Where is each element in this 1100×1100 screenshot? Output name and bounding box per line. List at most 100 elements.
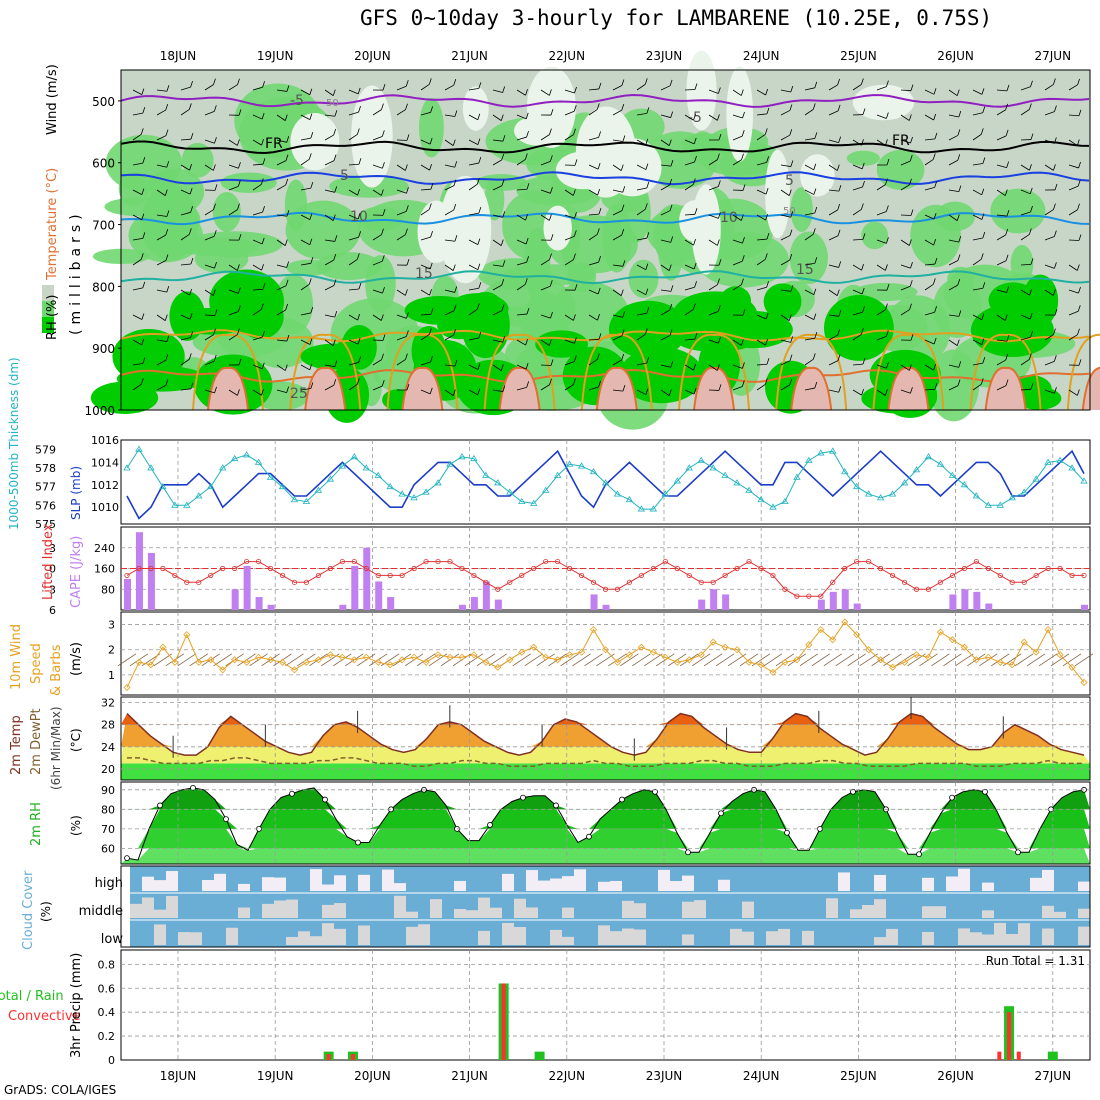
wind-barb xyxy=(1029,187,1033,194)
wind-speed-point xyxy=(805,641,813,649)
wind-barb xyxy=(188,103,192,110)
wind-barb xyxy=(573,253,576,260)
wind-barb xyxy=(1020,211,1031,216)
wind-barb xyxy=(828,110,839,116)
isotherm-line xyxy=(120,171,1090,186)
wind-barb xyxy=(276,285,287,291)
wind-barb xyxy=(381,130,385,137)
wind-barb xyxy=(588,234,598,241)
wind-barb xyxy=(859,653,878,667)
wind-barb xyxy=(549,280,553,287)
wind-barb xyxy=(852,363,863,366)
cloud-clear-block xyxy=(322,884,334,891)
wind-barb xyxy=(492,114,502,121)
wind-barb xyxy=(212,289,216,296)
wind-barb xyxy=(1074,653,1094,667)
wind-barb xyxy=(309,338,313,345)
wind-barb xyxy=(861,139,864,146)
wind-barb xyxy=(276,389,287,394)
wind-barb xyxy=(852,311,863,316)
wind-speed-point xyxy=(757,661,765,669)
wind-barb xyxy=(1020,336,1031,341)
wind-barb xyxy=(694,281,697,288)
wind-barb xyxy=(876,239,887,244)
cloud-clear-block xyxy=(430,899,442,918)
thickness-point xyxy=(673,477,681,484)
wind-barb xyxy=(548,339,552,346)
wind-barb xyxy=(262,158,266,165)
cape-bar xyxy=(602,604,610,610)
thickness-point xyxy=(829,447,837,454)
thickness-point xyxy=(338,462,347,469)
wind-barb xyxy=(948,89,958,96)
lifted-index-point xyxy=(889,572,896,579)
wind-barb xyxy=(948,260,959,266)
wind-barb xyxy=(1044,164,1054,171)
wind-barb xyxy=(454,359,458,367)
rh-ylabel: 2m RH xyxy=(29,802,44,846)
rh-point xyxy=(553,802,559,809)
pressure-tick-label: 900 xyxy=(92,342,115,356)
wind-barb xyxy=(813,163,817,170)
cloud-clear-block xyxy=(598,881,610,891)
footer-credit: GrADS: COLA/IGES xyxy=(4,1083,117,1097)
rh-contour-area xyxy=(933,278,982,338)
wind-barb xyxy=(958,361,962,368)
wind-barb xyxy=(780,89,791,93)
wind-barb xyxy=(1005,103,1008,111)
rh-ylabel-unit: (%) xyxy=(69,815,83,836)
wind-barb xyxy=(156,164,167,168)
wind-barb xyxy=(708,186,719,191)
wind-barb xyxy=(621,204,625,211)
wind-barb xyxy=(1068,264,1078,271)
wind-barb xyxy=(852,334,862,341)
wind-barb xyxy=(348,384,358,391)
thickness-point xyxy=(781,497,789,504)
wind-barb xyxy=(612,314,623,318)
cape-bar xyxy=(829,591,837,610)
lifted-index-point xyxy=(172,572,178,579)
wind-barb xyxy=(348,134,358,141)
wind-barb xyxy=(828,235,839,241)
cloud-clear-block xyxy=(850,909,862,918)
wind-barb xyxy=(957,279,961,286)
wind-barb xyxy=(708,339,719,344)
wind-barb xyxy=(948,239,959,243)
cloud-ylabel-unit: (%) xyxy=(39,901,53,922)
wind-barb xyxy=(180,234,190,241)
wind-barb xyxy=(276,114,286,121)
wind-barb xyxy=(669,178,673,186)
wind-barb xyxy=(1077,305,1081,312)
wind-barb xyxy=(1068,84,1078,91)
cloud-clear-block xyxy=(310,936,322,945)
wind-barb xyxy=(924,263,935,266)
wind-barb xyxy=(765,312,769,320)
wind-barb xyxy=(540,384,550,391)
wind-barb xyxy=(996,234,1006,241)
wind-barb xyxy=(876,211,887,216)
cape-tick-label: 80 xyxy=(101,583,115,596)
wind-barb xyxy=(204,360,215,366)
wind-barb xyxy=(500,239,504,246)
wind-barb xyxy=(190,257,194,265)
rh-frame xyxy=(120,781,1091,865)
wind-barb xyxy=(621,79,625,86)
cape-bar xyxy=(973,591,981,610)
wind-barb xyxy=(492,159,502,166)
thickness-point xyxy=(553,471,562,478)
wind-barb xyxy=(646,307,650,314)
thickness-point xyxy=(254,458,263,465)
wind-barb xyxy=(444,164,455,168)
cloud-clear-block xyxy=(622,900,634,918)
wind-barb xyxy=(1076,264,1080,271)
wind-barb xyxy=(190,382,194,389)
wind-barb xyxy=(156,214,167,217)
wind-barb xyxy=(622,260,626,267)
wind-barb xyxy=(477,113,481,120)
wind-barb xyxy=(804,234,814,241)
cape-bar xyxy=(949,594,957,610)
wind-barb xyxy=(372,289,383,294)
wind-barb xyxy=(669,204,673,211)
cape-bar xyxy=(267,604,275,610)
wind-barb xyxy=(180,388,191,391)
